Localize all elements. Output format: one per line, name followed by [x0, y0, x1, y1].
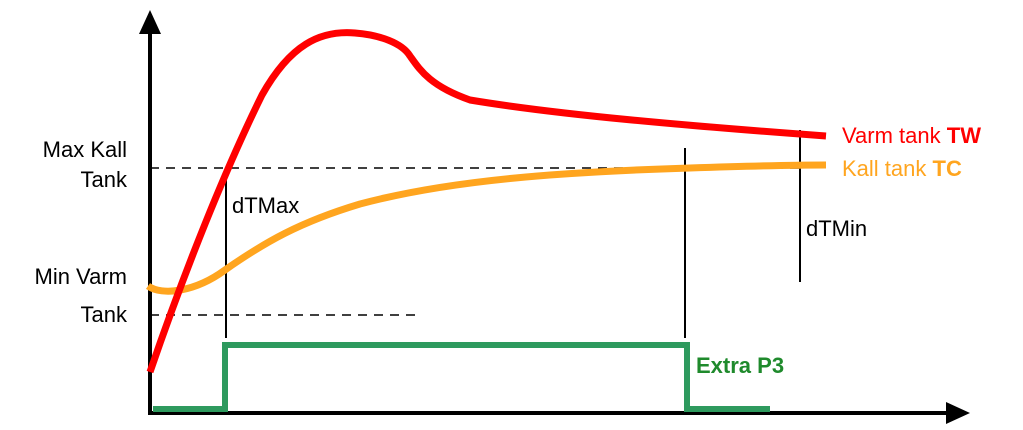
varm-tank-legend-prefix: Varm tank: [842, 123, 947, 148]
extra-p3-signal-line: [153, 342, 770, 412]
extra-p3-label: Extra P3: [696, 353, 784, 378]
axes: [139, 10, 970, 424]
dtmin-label: dTMin: [806, 216, 867, 241]
min-varm-tank-label-line2: Tank: [81, 302, 128, 327]
kall-tank-legend-bold: TC: [933, 156, 962, 181]
kall-tank-legend: Kall tank TC: [842, 156, 962, 181]
kall-tank-tc-curve: [145, 161, 827, 295]
max-kall-tank-label-line2: Tank: [81, 167, 128, 192]
max-kall-tank-label-line1: Max Kall: [43, 137, 127, 162]
varm-tank-legend-bold: TW: [947, 123, 981, 148]
kall-tank-legend-prefix: Kall tank: [842, 156, 933, 181]
y-axis-arrowhead: [139, 10, 161, 34]
vertical-markers: [225, 130, 801, 338]
x-axis-arrowhead: [946, 402, 970, 424]
varm-tank-tw-curve: [146, 29, 827, 374]
varm-tank-legend: Varm tank TW: [842, 123, 981, 148]
dtmax-label: dTMax: [232, 193, 299, 218]
min-varm-tank-label-line1: Min Varm: [35, 264, 128, 289]
